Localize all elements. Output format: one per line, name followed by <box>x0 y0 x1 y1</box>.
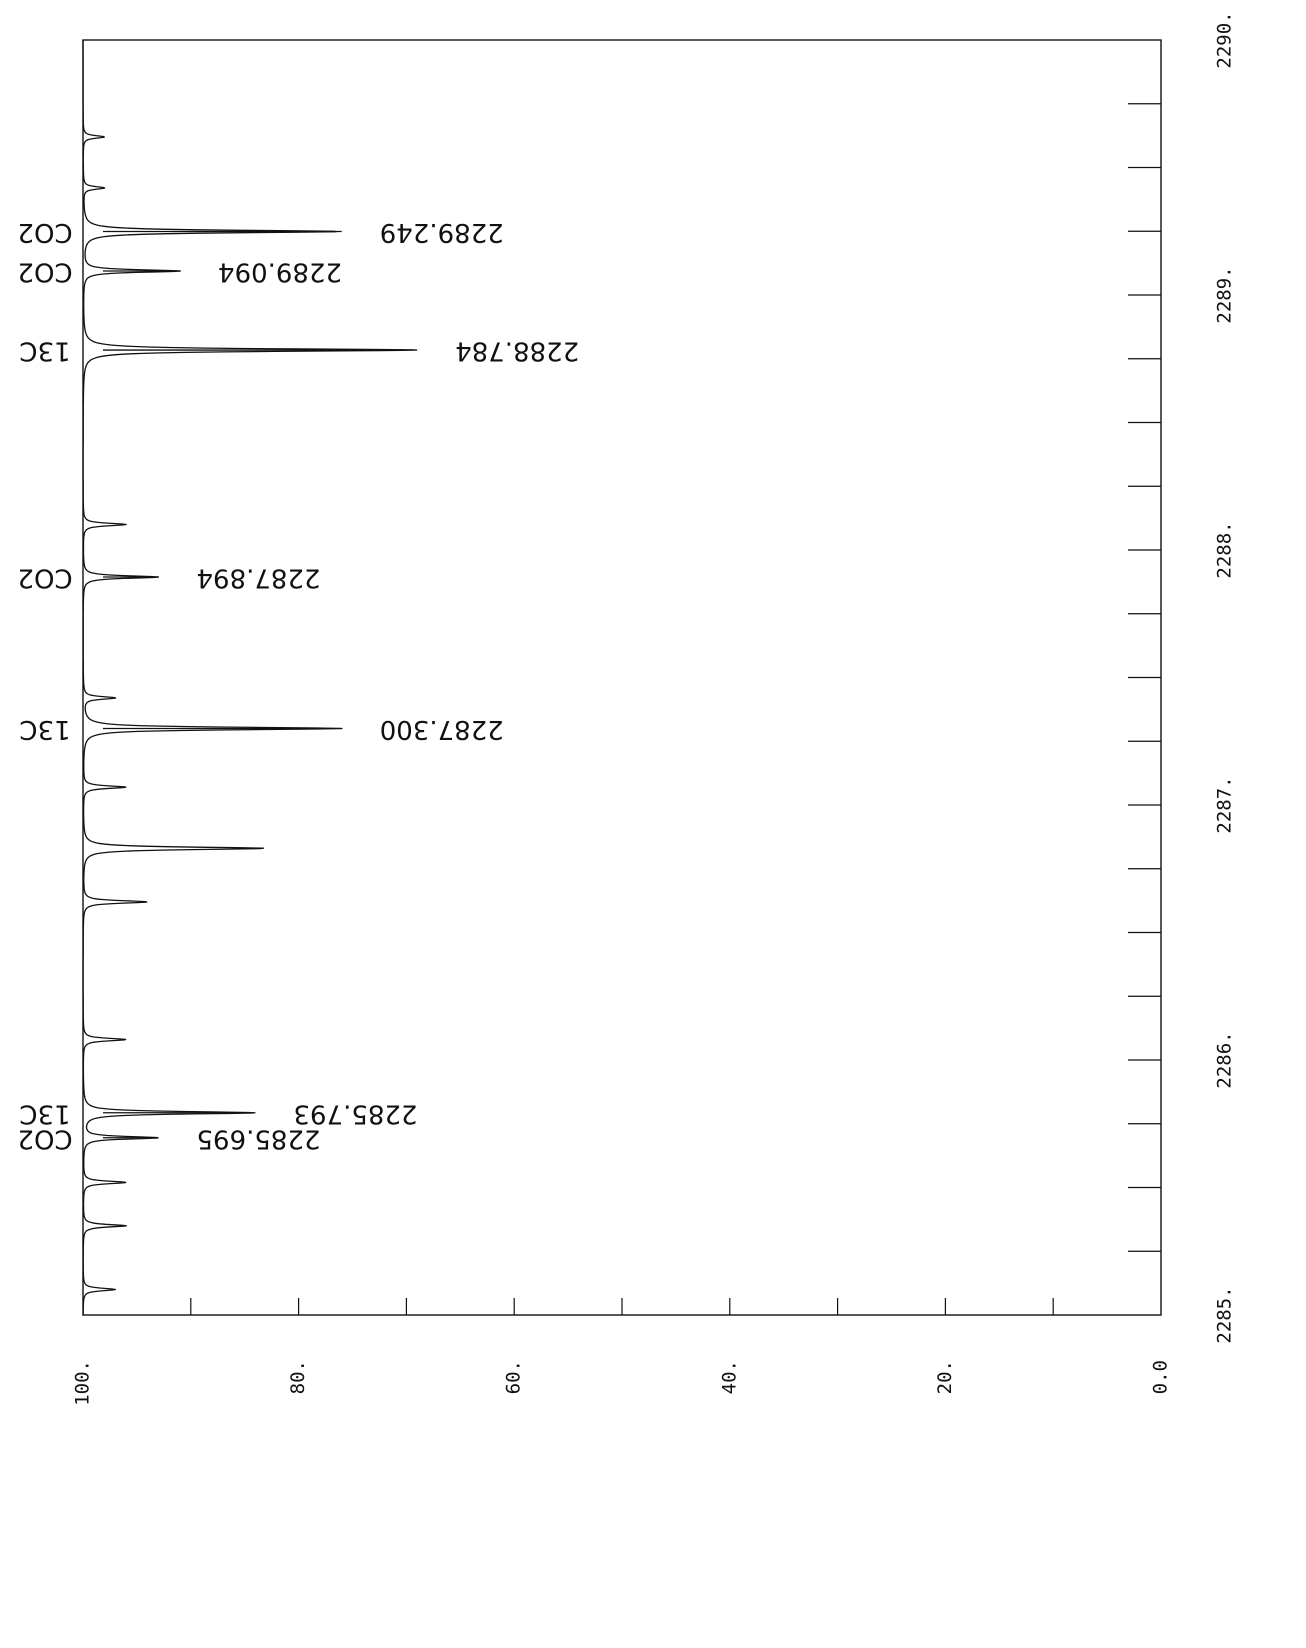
axis-tick-labels: 2285. 2286. 2287. 2288. 2289. 2290. 0.0 20. 40. 6… <box>72 11 1236 1405</box>
spectrum-trace <box>82 39 415 1316</box>
x-tick-label: 2288. <box>1214 521 1236 578</box>
x-tick-label: 2289. <box>1214 266 1236 323</box>
peak-value-label: 2289.249 <box>380 217 504 247</box>
peak-value-label: 2287.300 <box>380 714 504 744</box>
y-tick-label: 60. <box>503 1360 525 1394</box>
species-label: CO2 <box>17 563 72 593</box>
species-label: 13C <box>19 1098 70 1128</box>
species-label: CO2 <box>17 1123 72 1153</box>
species-label: 13C <box>19 714 70 744</box>
peak-value-label: 2287.894 <box>196 563 320 593</box>
y-tick-label: 40. <box>718 1360 740 1394</box>
peak-value-label: 2289.094 <box>218 257 342 287</box>
species-label: CO2 <box>17 217 72 247</box>
y-tick-label: 20. <box>934 1360 956 1394</box>
species-label: 13C <box>19 336 70 366</box>
peak-value-label: 2288.784 <box>455 336 579 366</box>
x-tick-label: 2285. <box>1214 1286 1236 1343</box>
y-tick-label: 80. <box>287 1360 309 1394</box>
x-tick-label: 2290. <box>1214 11 1236 68</box>
species-label: CO2 <box>17 257 72 287</box>
peak-value-label: 2285.695 <box>196 1123 320 1153</box>
annotation-leaders <box>103 230 418 1139</box>
y-tick-label: 0.0 <box>1150 1360 1172 1394</box>
x-tick-label: 2287. <box>1214 776 1236 833</box>
x-tick-label: 2286. <box>1214 1031 1236 1088</box>
peak-annotations: 2289.249 CO2 2289.094 CO2 2288.784 13C 2287.89… <box>17 217 579 1153</box>
peak-value-label: 2285.793 <box>293 1098 417 1128</box>
y-tick-label: 100. <box>72 1360 94 1406</box>
axis-ticks <box>190 103 1161 1315</box>
